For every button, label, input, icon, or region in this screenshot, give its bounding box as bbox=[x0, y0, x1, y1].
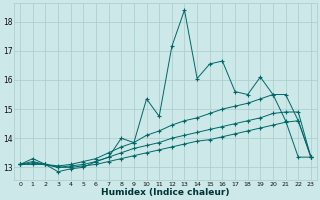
X-axis label: Humidex (Indice chaleur): Humidex (Indice chaleur) bbox=[101, 188, 230, 197]
